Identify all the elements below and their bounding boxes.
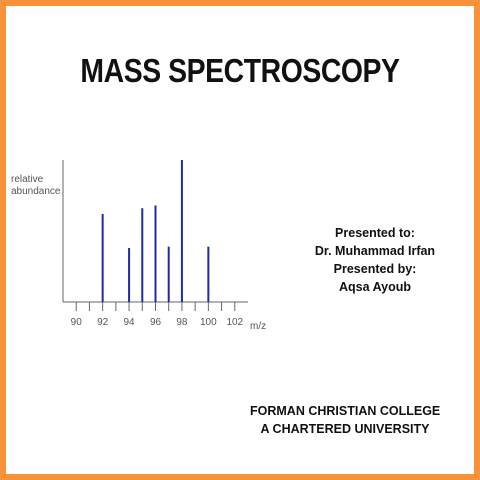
x-tick-label: 102 (226, 317, 243, 328)
presented-by-label: Presented by: (333, 262, 417, 276)
y-axis-label-line1: relative (11, 174, 44, 185)
slide-title: MASS SPECTROSCOPY (80, 52, 400, 89)
college-subtitle: A CHARTERED UNIVERSITY (260, 422, 430, 436)
x-tick-label: 92 (97, 317, 109, 328)
x-tick-label: 98 (176, 317, 188, 328)
x-tick-label: 100 (200, 317, 217, 328)
presenter-block: Presented to: Dr. Muhammad Irfan Present… (300, 224, 450, 296)
college-block: FORMAN CHRISTIAN COLLEGE A CHARTERED UNI… (250, 402, 440, 438)
y-axis-label-line2: abundance (11, 186, 61, 197)
presented-by-name: Aqsa Ayoub (339, 280, 411, 294)
x-tick-label: 90 (71, 317, 83, 328)
x-axis-label: m/z (250, 321, 266, 332)
presented-to-name: Dr. Muhammad Irfan (314, 244, 436, 258)
x-tick-label: 94 (124, 317, 136, 328)
presented-to-label: Presented to: (335, 226, 415, 240)
x-tick-label: 96 (150, 317, 162, 328)
college-name: FORMAN CHRISTIAN COLLEGE (250, 404, 441, 418)
